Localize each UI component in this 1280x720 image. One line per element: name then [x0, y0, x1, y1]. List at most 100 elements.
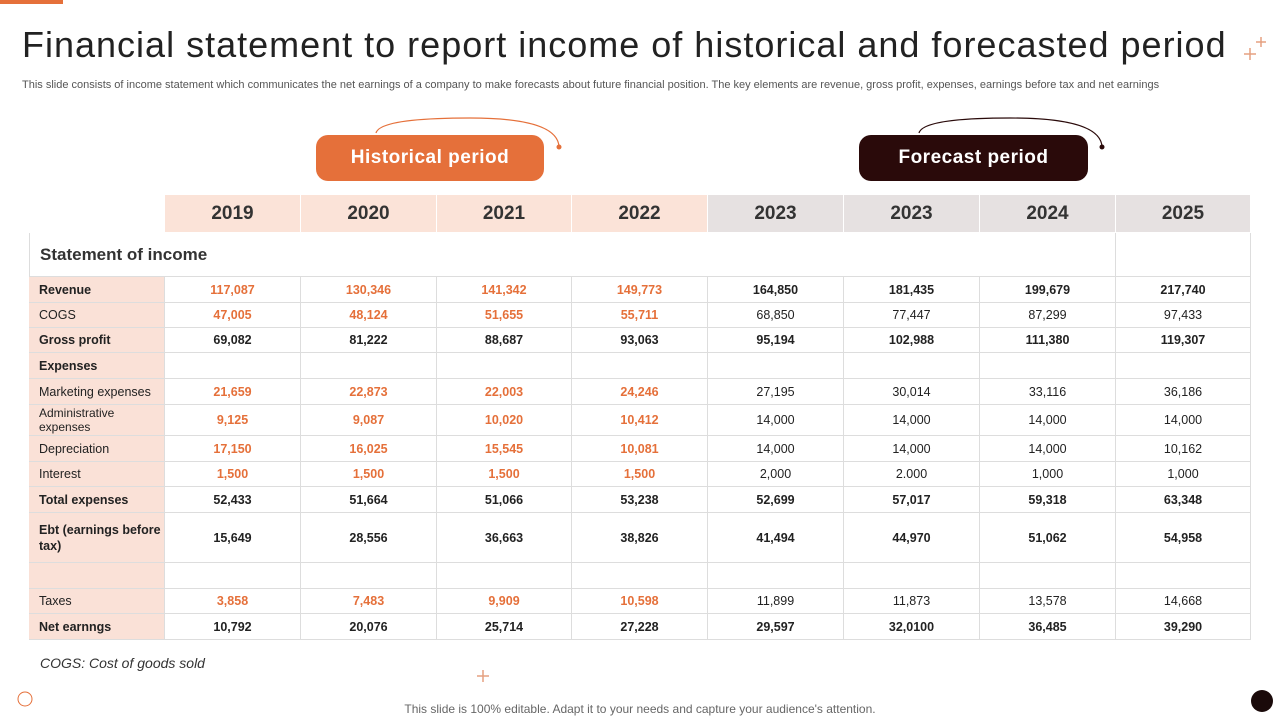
year-header: 2023 [708, 195, 844, 233]
value-cell: 15,545 [437, 436, 572, 462]
value-cell: 10,162 [1116, 436, 1251, 462]
value-cell: 22,003 [437, 379, 572, 405]
year-header: 2025 [1116, 195, 1251, 233]
empty-cell [1116, 353, 1251, 379]
value-cell: 1,500 [437, 462, 572, 487]
empty-cell [708, 353, 844, 379]
value-cell: 29,597 [708, 614, 844, 640]
value-cell: 87,299 [980, 303, 1116, 328]
value-cell: 38,826 [572, 513, 708, 563]
value-cell: 54,958 [1116, 513, 1251, 563]
year-header: 2020 [301, 195, 437, 233]
value-cell: 24,246 [572, 379, 708, 405]
empty-cell [572, 563, 708, 589]
value-cell: 14,000 [844, 436, 980, 462]
value-cell: 15,649 [165, 513, 301, 563]
value-cell: 59,318 [980, 487, 1116, 513]
value-cell: 111,380 [980, 328, 1116, 353]
value-cell: 199,679 [980, 277, 1116, 303]
value-cell: 14,000 [980, 436, 1116, 462]
value-cell: 117,087 [165, 277, 301, 303]
value-cell: 1,500 [572, 462, 708, 487]
value-cell: 11,873 [844, 589, 980, 614]
forecast-pill: Forecast period [859, 135, 1088, 181]
value-cell: 51,664 [301, 487, 437, 513]
value-cell: 1,000 [1116, 462, 1251, 487]
value-cell: 14,000 [708, 436, 844, 462]
value-cell: 57,017 [844, 487, 980, 513]
value-cell: 44,970 [844, 513, 980, 563]
section-cell [1116, 233, 1251, 277]
value-cell: 16,025 [301, 436, 437, 462]
subtitle: This slide consists of income statement … [22, 79, 1160, 91]
value-cell: 13,578 [980, 589, 1116, 614]
value-cell: 93,063 [572, 328, 708, 353]
value-cell: 55,711 [572, 303, 708, 328]
value-cell: 217,740 [1116, 277, 1251, 303]
empty-cell [301, 353, 437, 379]
value-cell: 102,988 [844, 328, 980, 353]
year-header: 2022 [572, 195, 708, 233]
value-cell: 97,433 [1116, 303, 1251, 328]
value-cell: 27,195 [708, 379, 844, 405]
accent-bar [0, 0, 63, 4]
value-cell: 3,858 [165, 589, 301, 614]
value-cell: 1,000 [980, 462, 1116, 487]
value-cell: 51,655 [437, 303, 572, 328]
value-cell: 14,000 [844, 405, 980, 436]
year-header: 2021 [437, 195, 572, 233]
value-cell: 9,909 [437, 589, 572, 614]
empty-cell [1116, 563, 1251, 589]
row-label: Revenue [29, 277, 165, 303]
empty-cell [301, 563, 437, 589]
row-label: COGS [29, 303, 165, 328]
value-cell: 30,014 [844, 379, 980, 405]
footnote: COGS: Cost of goods sold [40, 655, 205, 671]
row-label: Taxes [29, 589, 165, 614]
row-label: Expenses [29, 353, 165, 379]
empty-cell [980, 563, 1116, 589]
empty-cell [844, 353, 980, 379]
row-label: Net earnngs [29, 614, 165, 640]
value-cell: 33,116 [980, 379, 1116, 405]
row-label: Total expenses [29, 487, 165, 513]
value-cell: 2.000 [844, 462, 980, 487]
value-cell: 10,792 [165, 614, 301, 640]
value-cell: 10,020 [437, 405, 572, 436]
value-cell: 63,348 [1116, 487, 1251, 513]
value-cell: 52,699 [708, 487, 844, 513]
value-cell: 36,485 [980, 614, 1116, 640]
empty-cell [980, 353, 1116, 379]
value-cell: 32,0100 [844, 614, 980, 640]
value-cell: 11,899 [708, 589, 844, 614]
value-cell: 17,150 [165, 436, 301, 462]
value-cell: 41,494 [708, 513, 844, 563]
value-cell: 181,435 [844, 277, 980, 303]
value-cell: 88,687 [437, 328, 572, 353]
value-cell: 9,125 [165, 405, 301, 436]
row-label: Gross profit [29, 328, 165, 353]
value-cell: 2,000 [708, 462, 844, 487]
value-cell: 48,124 [301, 303, 437, 328]
value-cell: 36,186 [1116, 379, 1251, 405]
value-cell: 22,873 [301, 379, 437, 405]
year-header: 2023 [844, 195, 980, 233]
empty-cell [844, 563, 980, 589]
value-cell: 7,483 [301, 589, 437, 614]
value-cell: 95,194 [708, 328, 844, 353]
value-cell: 28,556 [301, 513, 437, 563]
year-header: 2019 [165, 195, 301, 233]
value-cell: 51,062 [980, 513, 1116, 563]
value-cell: 47,005 [165, 303, 301, 328]
value-cell: 14,668 [1116, 589, 1251, 614]
section-label: Statement of income [29, 233, 1116, 277]
value-cell: 14,000 [708, 405, 844, 436]
footer: This slide is 100% editable. Adapt it to… [404, 702, 876, 716]
value-cell: 27,228 [572, 614, 708, 640]
value-cell: 36,663 [437, 513, 572, 563]
empty-cell [572, 353, 708, 379]
value-cell: 52,433 [165, 487, 301, 513]
value-cell: 119,307 [1116, 328, 1251, 353]
empty-cell [437, 353, 572, 379]
